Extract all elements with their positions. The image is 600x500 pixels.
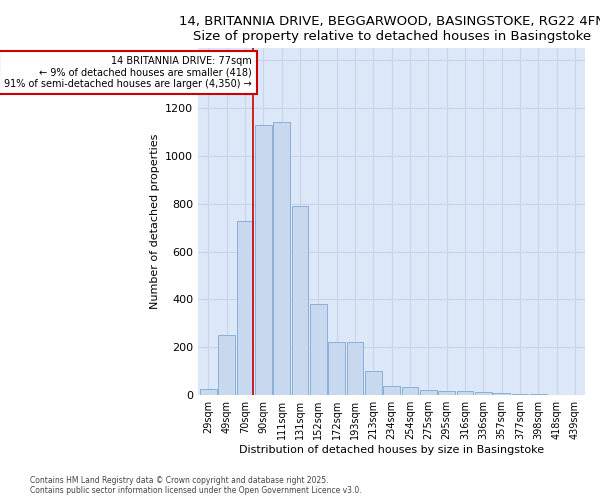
- Bar: [274, 122, 290, 395]
- Bar: [255, 125, 272, 395]
- Bar: [401, 386, 418, 395]
- Bar: [200, 389, 217, 395]
- X-axis label: Distribution of detached houses by size in Basingstoke: Distribution of detached houses by size …: [239, 445, 544, 455]
- Bar: [236, 220, 253, 395]
- Bar: [218, 336, 235, 395]
- Title: 14, BRITANNIA DRIVE, BEGGARWOOD, BASINGSTOKE, RG22 4FN
Size of property relative: 14, BRITANNIA DRIVE, BEGGARWOOD, BASINGS…: [179, 15, 600, 43]
- Bar: [475, 392, 491, 395]
- Text: Contains HM Land Registry data © Crown copyright and database right 2025.
Contai: Contains HM Land Registry data © Crown c…: [30, 476, 362, 495]
- Bar: [328, 342, 345, 395]
- Y-axis label: Number of detached properties: Number of detached properties: [149, 134, 160, 310]
- Bar: [439, 391, 455, 395]
- Bar: [530, 394, 547, 395]
- Bar: [310, 304, 326, 395]
- Bar: [457, 392, 473, 395]
- Bar: [347, 342, 363, 395]
- Bar: [383, 386, 400, 395]
- Bar: [292, 206, 308, 395]
- Bar: [420, 390, 437, 395]
- Bar: [365, 371, 382, 395]
- Bar: [512, 394, 528, 395]
- Bar: [493, 392, 510, 395]
- Text: 14 BRITANNIA DRIVE: 77sqm
← 9% of detached houses are smaller (418)
91% of semi-: 14 BRITANNIA DRIVE: 77sqm ← 9% of detach…: [4, 56, 252, 88]
